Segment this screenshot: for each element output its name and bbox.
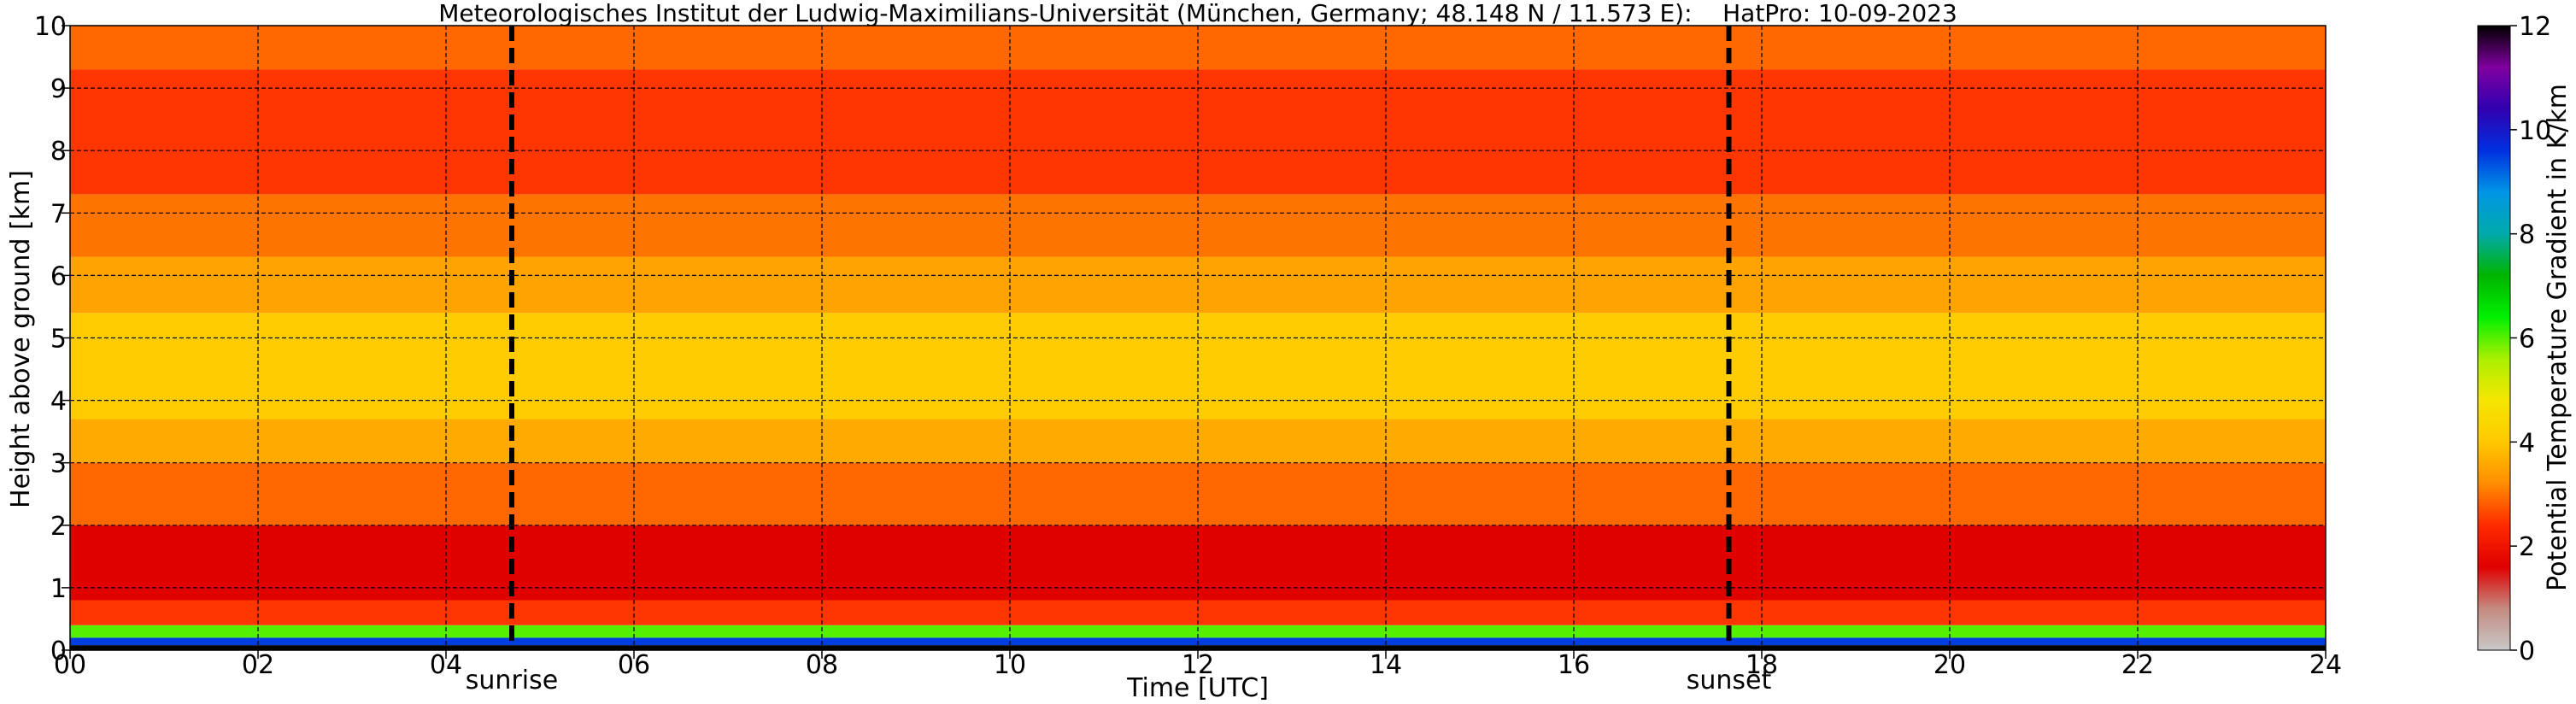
colorbar-tick-label: 12 [2519,12,2551,42]
y-tick-label: 8 [50,137,67,167]
x-tick-label: 22 [2121,650,2154,680]
y-tick-label: 10 [34,12,67,42]
y-tick-label: 4 [50,387,67,417]
plot-area [70,26,2326,650]
colorbar-tick-label: 8 [2519,220,2535,250]
x-tick-label: 12 [1182,650,1214,680]
y-tick-label: 3 [50,449,67,479]
x-tick-label: 16 [1558,650,1590,680]
colorbar-tick-label: 10 [2519,116,2551,146]
x-tick-label: 00 [54,650,86,680]
y-axis-label: Height above ground [km] [6,170,36,508]
colorbar-tick-label: 0 [2519,637,2535,666]
marker-labels: sunrise sunset [466,666,1772,695]
chart-title: Meteorologisches Institut der Ludwig-Max… [438,0,1957,27]
x-tick-label: 04 [430,650,462,680]
x-tick-label: 08 [806,650,838,680]
x-axis-ticks: 00 02 04 06 08 10 12 14 16 18 20 22 24 [54,650,2342,680]
colorbar-label: Potential Temperature Gradient in K/km [2543,84,2573,591]
heatmap-layer-6 [70,419,2326,463]
sunset-label: sunset [1687,666,1772,695]
colorbar-tick-label: 4 [2519,428,2535,458]
y-tick-label: 1 [50,574,67,604]
y-axis-ticks: 0 1 2 3 4 5 6 7 8 9 10 [34,12,70,666]
y-tick-label: 6 [50,261,67,291]
x-tick-label: 14 [1370,650,1402,680]
colorbar [2477,25,2511,651]
colorbar-tick-label: 6 [2519,325,2535,355]
y-tick-label: 9 [50,74,67,104]
y-tick-label: 0 [50,637,67,666]
x-tick-label: 20 [1933,650,1966,680]
y-tick-label: 5 [50,325,67,355]
y-tick-label: 2 [50,512,67,542]
x-axis-label: Time [UTC] [1126,673,1269,703]
sunrise-label: sunrise [466,666,558,695]
grid-lines [70,26,2326,650]
x-tick-label: 06 [618,650,650,680]
day-night-markers [509,26,1732,650]
colorbar-tick-label: 2 [2519,532,2535,562]
x-tick-label: 18 [1746,650,1778,680]
x-tick-label: 24 [2309,650,2342,680]
y-tick-label: 7 [50,199,67,229]
x-tick-label: 10 [994,650,1026,680]
colorbar-ticks: 0 2 4 6 8 10 12 [2510,12,2551,666]
x-tick-label: 02 [242,650,274,680]
